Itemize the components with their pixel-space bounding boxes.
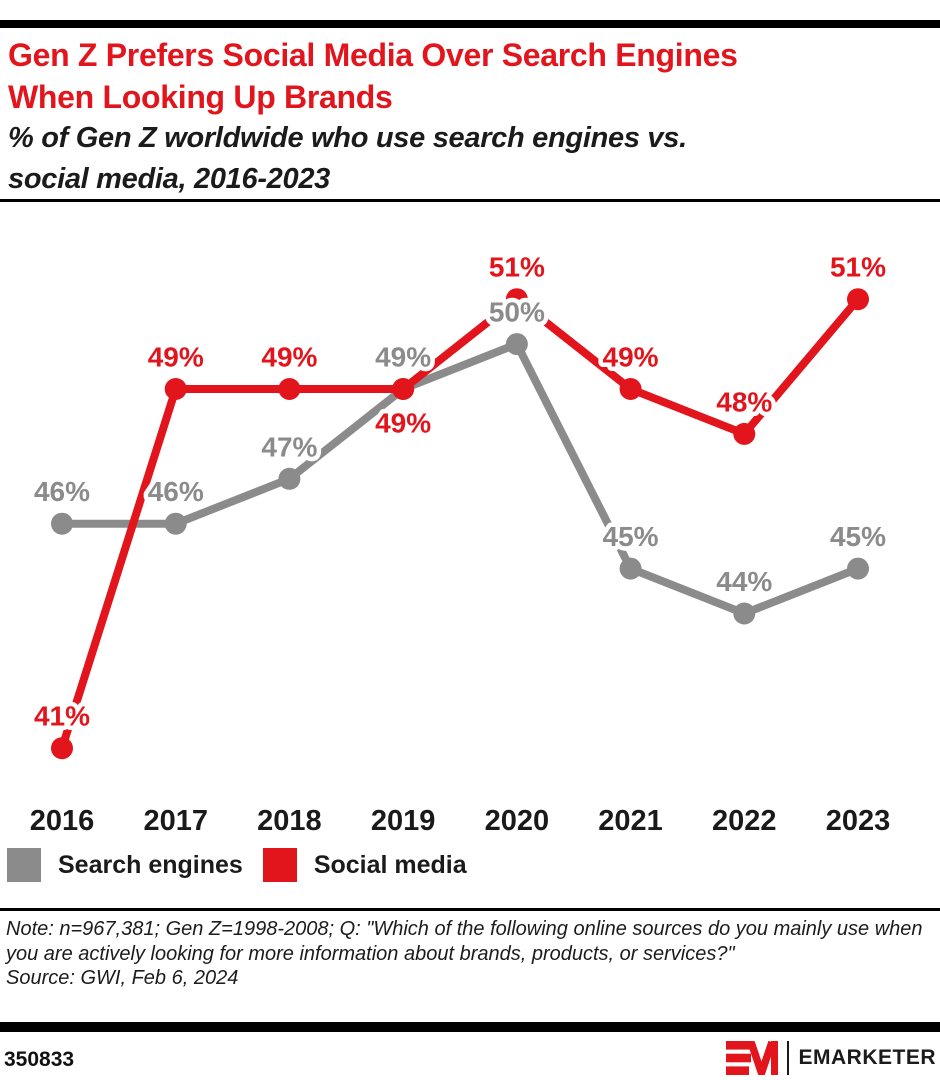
search-engines-label-2018: 47% <box>261 431 317 462</box>
x-axis-label-2021: 2021 <box>598 805 663 837</box>
top-rule <box>0 20 940 28</box>
social-media-point-2016 <box>51 737 73 760</box>
note-rule <box>0 908 940 911</box>
emarketer-logo: EMARKETER <box>726 1041 936 1075</box>
legend-label-social-media: Social media <box>313 850 467 879</box>
page-title: Gen Z Prefers Social Media Over Search E… <box>8 34 932 118</box>
logo-divider <box>787 1041 790 1075</box>
search-engines-point-2018 <box>278 467 301 490</box>
social-media-label-2016: 41% <box>34 701 90 732</box>
search-engines-label-2023: 45% <box>830 521 886 552</box>
social-media-label-2017: 49% <box>148 342 204 373</box>
social-media-point-2023 <box>846 288 869 311</box>
line-chart-svg: 46% 46% 47% 49% 50% 45% 44% 45% 41% 49% 49% 49% 51% 4… <box>29 247 891 837</box>
social-media-point-2021 <box>619 378 642 400</box>
social-media-label-2022: 48% <box>716 386 772 417</box>
em-logo-icon <box>726 1041 779 1075</box>
social-media-label-2018: 49% <box>261 342 317 373</box>
legend-item-search-engines: Search engines <box>7 848 243 882</box>
legend-label-search-engines: Search engines <box>58 850 243 879</box>
x-axis-label-2019: 2019 <box>371 805 436 837</box>
search-engines-label-2016: 46% <box>34 476 90 507</box>
subtitle-line-1: % of Gen Z worldwide who use search engi… <box>8 122 687 154</box>
brand-name: EMARKETER <box>798 1046 936 1069</box>
social-media-label-2021: 49% <box>603 342 659 373</box>
note-block: Note: n=967,381; Gen Z=1998-2008; Q: "Wh… <box>6 917 934 991</box>
search-engines-label-2021: 45% <box>603 521 659 552</box>
header-rule <box>0 199 940 202</box>
search-engines-point-2016 <box>51 512 73 535</box>
x-axis-label-2017: 2017 <box>143 805 208 837</box>
social-media-line <box>58 294 862 750</box>
social-media-point-2020 <box>505 288 528 311</box>
source-text: Source: GWI, Feb 6, 2024 <box>6 967 239 989</box>
legend-swatch-social-media <box>262 848 297 882</box>
footer-bar <box>0 1022 940 1032</box>
note-text: Note: n=967,381; Gen Z=1998-2008; Q: "Wh… <box>6 918 923 965</box>
line-chart: 46% 46% 47% 49% 50% 45% 44% 45% 41% 49% 49% 49% 51% 4… <box>0 230 940 840</box>
search-engines-point-2021 <box>619 557 642 580</box>
search-engines-point-2020 <box>505 333 528 356</box>
social-media-label-2019: 49% <box>375 408 431 439</box>
search-engines-label-2019: 49% <box>375 342 431 373</box>
legend: Search engines Social media <box>7 848 467 882</box>
social-media-point-2022 <box>733 422 756 445</box>
x-axis-label-2020: 2020 <box>485 805 550 837</box>
x-axis-label-2022: 2022 <box>712 805 777 837</box>
social-media-point-2018 <box>278 378 301 400</box>
search-engines-point-2023 <box>846 557 869 580</box>
title-line-1: Gen Z Prefers Social Media Over Search E… <box>8 37 738 73</box>
search-engines-point-2017 <box>164 512 187 535</box>
search-engines-label-2020: 50% <box>489 297 545 328</box>
x-axis-label-2018: 2018 <box>257 805 322 837</box>
title-line-2: When Looking Up Brands <box>8 79 393 115</box>
search-engines-label-2022: 44% <box>716 566 772 597</box>
search-engines-label-2017: 46% <box>148 476 204 507</box>
legend-item-social-media: Social media <box>262 848 467 882</box>
social-media-point-2019 <box>392 378 415 400</box>
search-engines-point-2022 <box>733 602 756 625</box>
search-engines-line <box>62 339 860 618</box>
chart-id: 350833 <box>4 1048 75 1071</box>
subtitle-line-2: social media, 2016-2023 <box>8 163 330 195</box>
social-media-label-2020: 51% <box>489 252 545 283</box>
x-axis-label-2023: 2023 <box>826 805 891 837</box>
social-media-label-2023: 51% <box>830 252 886 283</box>
chart-subtitle: % of Gen Z worldwide who use search engi… <box>8 118 932 200</box>
legend-swatch-search-engines <box>7 848 41 882</box>
x-axis-label-2016: 2016 <box>30 805 95 837</box>
social-media-point-2017 <box>164 378 187 400</box>
